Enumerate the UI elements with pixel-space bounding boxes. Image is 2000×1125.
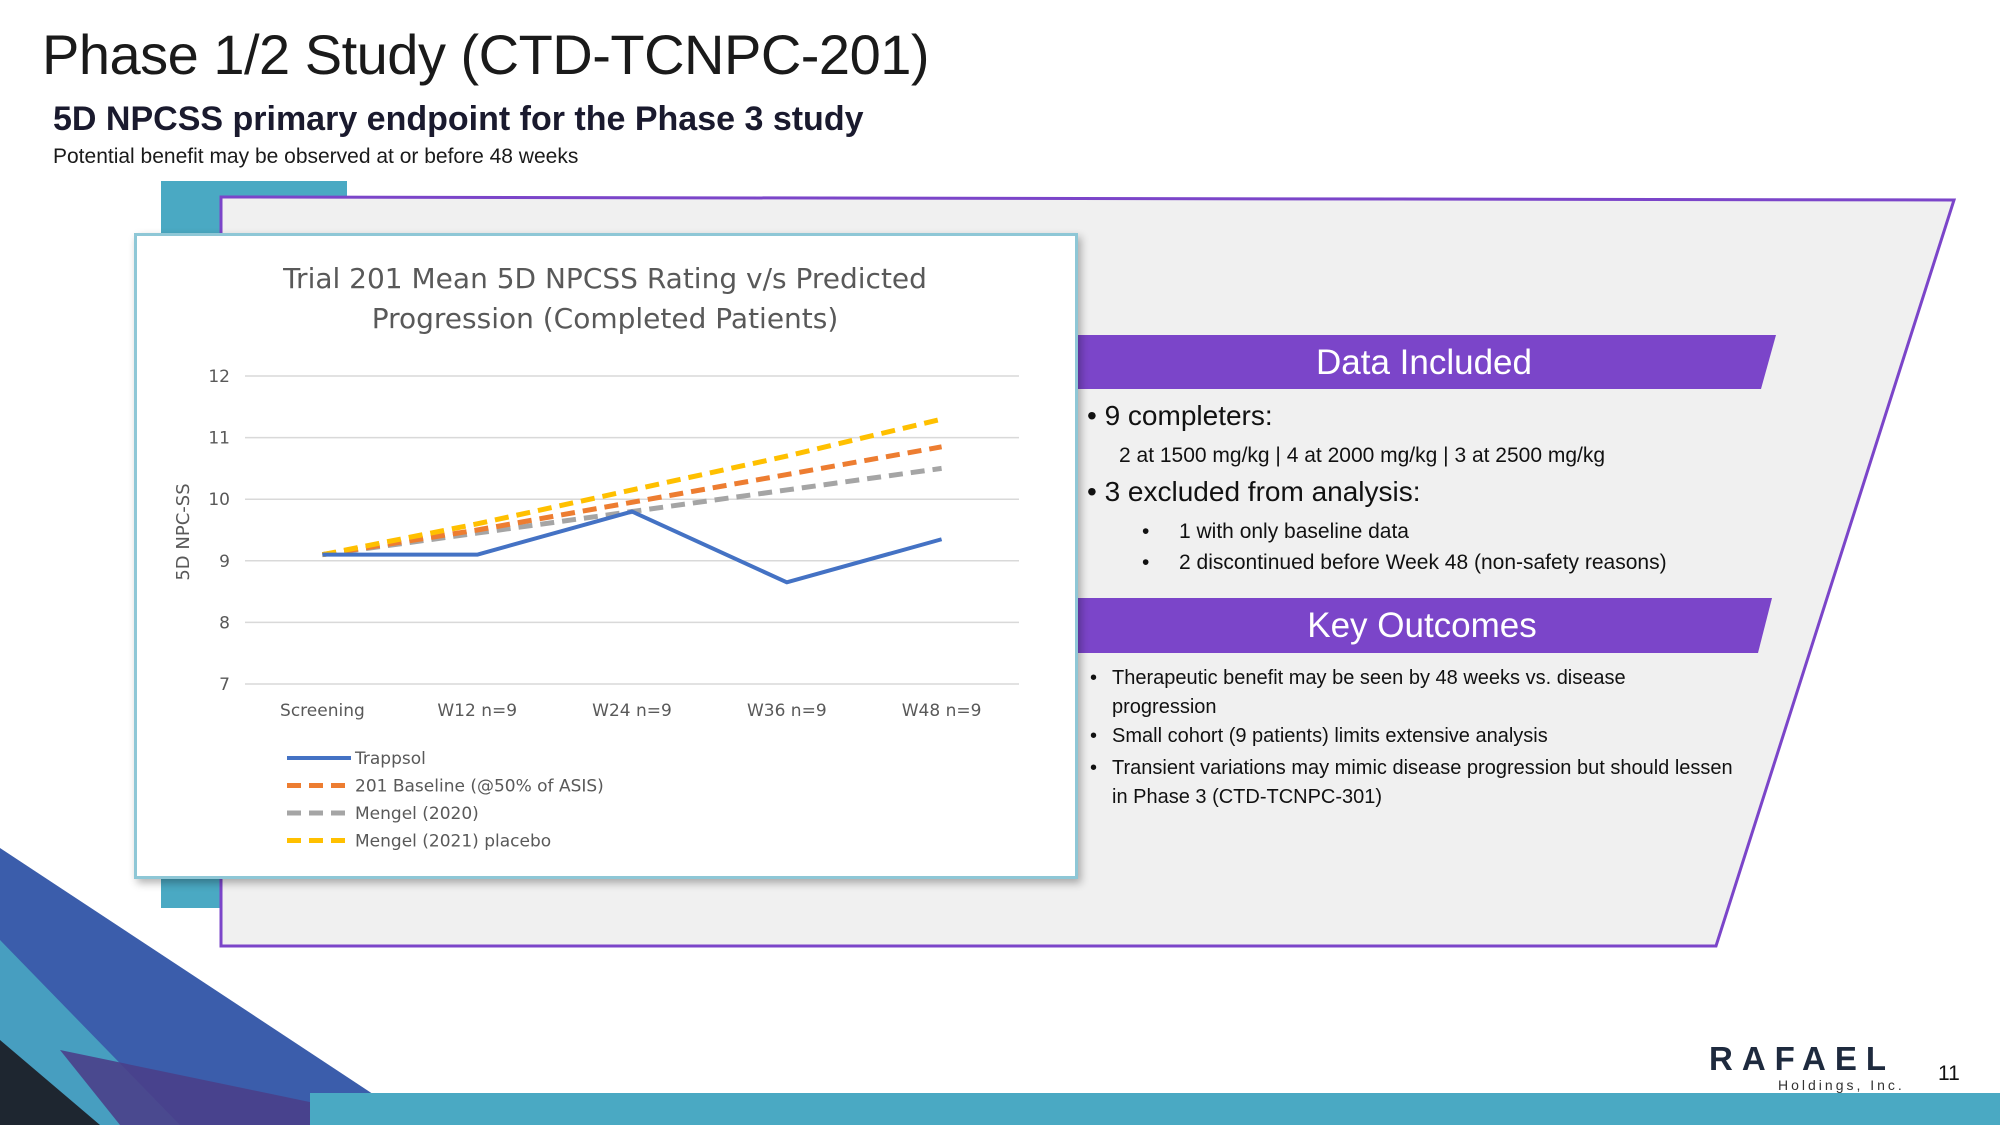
chart-card: Trial 201 Mean 5D NPCSS Rating v/s Predi… — [134, 233, 1078, 879]
key-outcomes-banner: Key Outcomes — [1072, 598, 1772, 654]
slide-title: Phase 1/2 Study (CTD-TCNPC-201) — [42, 23, 930, 86]
outcome-bullet: • — [1090, 757, 1098, 779]
excluded-item-2: 2 discontinued before Week 48 (non-safet… — [1179, 551, 1667, 574]
series-line-1 — [322, 444, 943, 558]
slide-subtitle: 5D NPCSS primary endpoint for the Phase … — [53, 100, 864, 138]
completers-line: • 9 completers: — [1087, 400, 1273, 431]
key-outcomes-banner-shape — [1072, 598, 1772, 653]
outcome-item-2: Small cohort (9 patients) limits extensi… — [1112, 725, 1548, 747]
data-included-banner-shape — [1072, 335, 1776, 389]
excluded-bullet: • — [1142, 520, 1150, 543]
legend-label: Mengel (2020) — [355, 804, 479, 824]
y-tick-label: 7 — [219, 675, 230, 695]
x-tick-label: W36 n=9 — [747, 701, 827, 721]
y-tick-label: 12 — [208, 367, 230, 387]
excluded-item-1: 1 with only baseline data — [1179, 520, 1409, 543]
legend-label: Trappsol — [354, 749, 426, 769]
dark-corner-triangle — [0, 1040, 100, 1125]
y-tick-label: 8 — [219, 613, 230, 633]
company-logo-subtitle: Holdings, Inc. — [1778, 1077, 1905, 1093]
x-tick-label: W12 n=9 — [437, 701, 517, 721]
chart-title-line-2: Progression (Completed Patients) — [372, 302, 839, 335]
slide-tagline: Potential benefit may be observed at or … — [53, 145, 579, 168]
x-tick-label: Screening — [280, 701, 365, 721]
legend-label: 201 Baseline (@50% of ASIS) — [355, 777, 604, 797]
y-tick-label: 10 — [208, 490, 230, 510]
data-included-heading: Data Included — [1316, 343, 1532, 382]
y-tick-labels: 7 8 9 10 11 12 — [208, 367, 230, 695]
x-tick-label: W24 n=9 — [592, 701, 672, 721]
key-outcomes-heading: Key Outcomes — [1307, 606, 1537, 645]
legend-label: Mengel (2021) placebo — [355, 832, 551, 852]
y-tick-label: 9 — [219, 552, 230, 572]
outcome-bullet: • — [1090, 725, 1098, 747]
outcome-bullet: • — [1090, 667, 1098, 689]
company-logo: RAFAEL — [1709, 1040, 1895, 1077]
series-line-0 — [322, 509, 943, 585]
x-tick-label: W48 n=9 — [902, 701, 982, 721]
outcome-item-1: Therapeutic benefit may be seen by 48 we… — [1112, 667, 1626, 718]
chart-title-line-1: Trial 201 Mean 5D NPCSS Rating v/s Predi… — [282, 262, 927, 295]
outcome-item-3: Transient variations may mimic disease p… — [1112, 757, 1733, 808]
bottom-teal-bar — [310, 1093, 2000, 1125]
gridlines — [245, 375, 1019, 685]
series-lines — [321, 416, 943, 585]
line-chart: Trial 201 Mean 5D NPCSS Rating v/s Predi… — [173, 262, 1019, 852]
legend: Trappsol 201 Baseline (@50% of ASIS) Menge… — [287, 749, 604, 852]
y-tick-label: 11 — [208, 429, 230, 449]
page-number: 11 — [1938, 1062, 1960, 1085]
dose-breakdown: 2 at 1500 mg/kg | 4 at 2000 mg/kg | 3 at… — [1119, 444, 1606, 467]
y-axis-label: 5D NPC-SS — [173, 483, 194, 580]
data-included-banner: Data Included — [1072, 335, 1776, 391]
excluded-bullet: • — [1142, 551, 1150, 574]
excluded-line: • 3 excluded from analysis: — [1087, 476, 1421, 507]
series-line-3 — [321, 416, 943, 558]
x-tick-labels: Screening W12 n=9 W24 n=9 W36 n=9 W48 n=9 — [280, 701, 981, 721]
